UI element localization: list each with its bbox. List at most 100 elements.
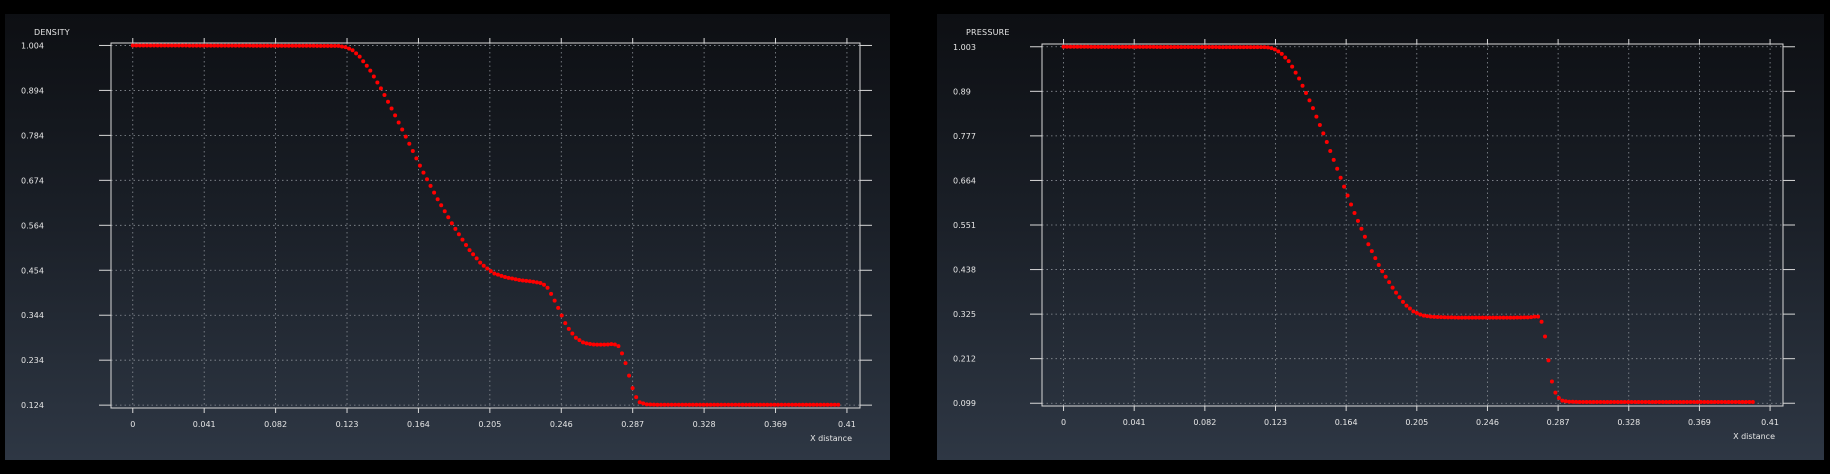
data-point	[251, 43, 256, 48]
data-point	[630, 386, 635, 391]
data-point	[261, 43, 266, 48]
data-point	[265, 43, 270, 48]
data-point	[832, 402, 837, 407]
data-point	[1061, 44, 1066, 49]
data-point	[1390, 285, 1395, 290]
data-point	[1591, 400, 1596, 405]
data-point	[1252, 45, 1257, 50]
data-point	[1653, 400, 1658, 405]
data-point	[1075, 44, 1080, 49]
data-point	[513, 277, 518, 282]
data-point	[1660, 400, 1665, 405]
data-point	[414, 156, 419, 161]
data-point	[222, 43, 227, 48]
data-point	[1089, 44, 1094, 49]
data-point	[775, 402, 780, 407]
data-point	[719, 402, 724, 407]
y-tick-label: 1.004	[21, 41, 44, 50]
x-tick-label: 0.246	[550, 420, 573, 429]
data-point	[609, 342, 614, 347]
data-point	[1369, 249, 1374, 254]
data-point	[566, 326, 571, 331]
data-point	[1411, 309, 1416, 314]
data-point	[1265, 45, 1270, 50]
data-point	[191, 43, 196, 48]
data-point	[322, 43, 327, 48]
data-point	[1407, 306, 1412, 311]
data-point	[1148, 44, 1153, 49]
data-point	[1685, 400, 1690, 405]
data-point	[300, 43, 305, 48]
data-point	[1362, 234, 1367, 239]
data-point	[662, 402, 667, 407]
x-tick-label: 0.205	[1405, 418, 1428, 427]
data-point	[648, 402, 653, 407]
x-tick-label: 0.287	[1547, 418, 1570, 427]
data-point	[166, 43, 171, 48]
data-point	[1283, 55, 1288, 60]
data-point	[304, 43, 309, 48]
data-point	[1099, 44, 1104, 49]
data-point	[1452, 315, 1457, 320]
data-point	[669, 402, 674, 407]
data-point	[1189, 45, 1194, 50]
data-point	[293, 43, 298, 48]
data-point	[1529, 315, 1534, 320]
data-point	[1442, 315, 1447, 320]
data-point	[1556, 396, 1561, 401]
x-tick-label: 0.369	[1688, 418, 1711, 427]
data-point	[595, 342, 600, 347]
data-point	[588, 341, 593, 346]
data-point	[1120, 44, 1125, 49]
data-point	[435, 197, 440, 202]
data-point	[1563, 399, 1568, 404]
data-point	[644, 402, 649, 407]
data-point	[1293, 70, 1298, 75]
data-point	[339, 44, 344, 49]
y-tick-label: 0.664	[953, 176, 976, 185]
data-point	[1123, 44, 1128, 49]
y-tick-label: 0.674	[21, 176, 44, 185]
data-point	[804, 402, 809, 407]
data-point	[800, 402, 805, 407]
data-point	[531, 279, 536, 284]
data-point	[591, 342, 596, 347]
data-point	[1304, 91, 1309, 96]
data-point	[673, 402, 678, 407]
data-point	[1594, 400, 1599, 405]
data-point	[1297, 76, 1302, 81]
data-point	[1546, 358, 1551, 363]
data-point	[1359, 226, 1364, 231]
data-point	[471, 252, 476, 257]
data-point	[1723, 400, 1728, 405]
data-point	[1279, 51, 1284, 56]
data-point	[790, 402, 795, 407]
data-point	[545, 285, 550, 290]
data-point	[1286, 59, 1291, 64]
data-point	[1549, 379, 1554, 384]
data-point	[1726, 400, 1731, 405]
data-point	[1383, 274, 1388, 279]
data-point	[559, 313, 564, 318]
data-point	[1335, 166, 1340, 171]
data-point	[1355, 218, 1360, 223]
y-tick-label: 0.212	[953, 355, 976, 364]
data-point	[371, 74, 376, 79]
data-point	[1504, 315, 1509, 320]
data-point	[1255, 45, 1260, 50]
y-tick-label: 0.325	[953, 310, 976, 319]
data-point	[1709, 400, 1714, 405]
data-point	[1127, 44, 1132, 49]
data-point	[237, 43, 242, 48]
data-point	[1217, 45, 1222, 50]
data-point	[1200, 45, 1205, 50]
data-point	[1588, 400, 1593, 405]
data-point	[393, 113, 398, 118]
data-point	[272, 43, 277, 48]
data-point	[765, 402, 770, 407]
data-point	[130, 43, 135, 48]
data-point	[396, 120, 401, 125]
data-point	[814, 402, 819, 407]
data-point	[641, 401, 646, 406]
data-point	[439, 203, 444, 208]
